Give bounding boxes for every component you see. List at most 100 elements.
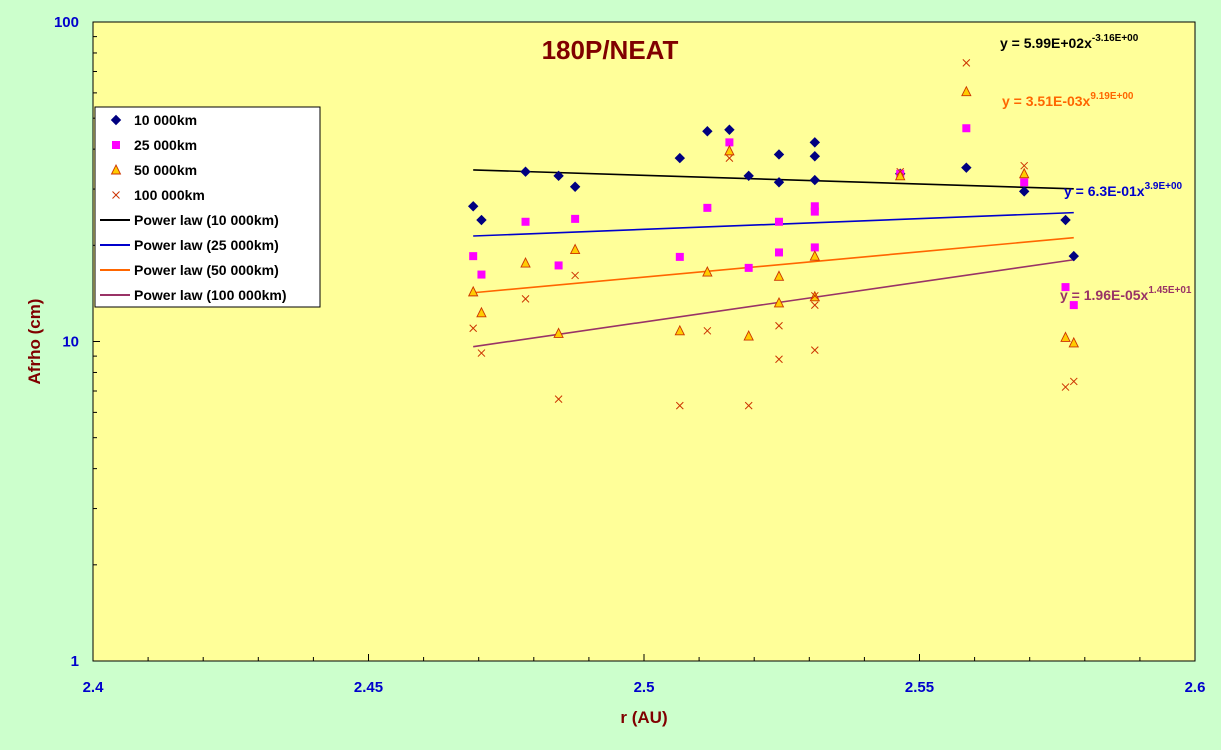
x-marker-stroke [810,291,819,300]
data-point [896,167,905,176]
trendlines [473,169,1074,348]
data-point [1069,377,1078,386]
legend-marker [112,191,120,199]
legend-box [94,106,321,308]
data-point [809,174,821,186]
data-point [1061,383,1070,391]
legend-marker [112,141,120,149]
data-point [469,252,478,261]
data-point [810,301,819,309]
x-marker-stroke [775,321,783,330]
data-point [773,149,785,160]
x-tick-label: 2.5 [634,679,655,696]
trendline [473,236,1074,294]
x-marker-stroke [810,301,819,309]
legend-marker [110,114,122,126]
data-point [675,252,684,261]
data-point [894,169,906,181]
x-marker-stroke [469,324,478,333]
legend-label: Power law (10 000km) [134,212,279,228]
x-tick-label: 2.6 [1185,679,1206,696]
data-point [1068,336,1080,348]
data-point [476,214,487,226]
data-point [675,401,684,410]
data-point [810,291,819,300]
data-point [725,138,734,147]
x-marker-stroke [1020,161,1029,170]
data-point [774,217,783,226]
data-point [467,285,479,297]
data-point [569,243,581,254]
data-point [674,324,686,336]
data-point [469,324,478,333]
data-point [702,126,713,137]
data-point [571,214,580,223]
data-point [810,207,819,216]
data-point [553,327,564,338]
x-marker-stroke [675,401,684,410]
trendline [473,258,1074,348]
data-point [477,270,486,279]
data-point [810,202,819,211]
data-point [554,395,563,404]
x-marker-stroke [1061,383,1070,391]
data-point [554,261,563,270]
data-point [724,124,735,135]
legend-label: 100 000km [134,187,205,203]
data-point [521,294,530,303]
data-point [520,257,531,268]
data-point [775,355,783,364]
data-point [553,170,564,182]
x-marker-stroke [477,349,486,357]
data-point [961,85,972,97]
legend: 10 000km 25 000km 50 000km 100 000km Power l… [94,106,321,308]
x-marker-stroke [725,154,734,162]
data-point [774,248,783,257]
data-point [1060,331,1071,342]
data-point [809,151,821,162]
x-marker-stroke [810,346,819,354]
data-point [809,250,821,261]
data-point [521,217,530,226]
legend-label: Power law (25 000km) [134,237,279,253]
data-point [962,124,971,133]
legend-label: 25 000km [134,137,197,153]
data-point [476,306,487,318]
y-tick-label: 10 [62,334,79,351]
data-point [810,243,819,252]
trendline-equations: y = 5.99E+02x-3.16E+00 y = 6.3E-01x3.9E+0… [1000,33,1192,303]
trendline-equation: y = 5.99E+02x-3.16E+00 [1000,33,1139,51]
data-point [703,203,712,212]
chart-title: 180P/NEAT [542,35,679,65]
data-point [703,326,712,335]
data-point [773,270,785,281]
data-point [571,271,579,280]
x-marker-stroke [112,191,120,199]
data-point [744,263,753,272]
data-point [773,296,785,308]
x-marker-stroke [896,167,905,176]
y-tick-label: 1 [71,653,79,670]
data-point [962,58,971,67]
trendline-equation: y = 1.96E-05x1.45E+01 [1060,285,1192,303]
x-marker-stroke [521,294,530,303]
x-marker-stroke [962,58,971,67]
data-point [1068,250,1079,262]
data-point [743,330,754,341]
data-point [809,137,821,148]
data-point [1069,301,1078,310]
y-axis: 1 10 100 [54,14,100,670]
x-marker-stroke [1069,377,1078,386]
y-axis-title: Afrho (cm) [25,299,44,385]
x-marker-stroke [775,355,783,364]
trendline-equation: y = 6.3E-01x3.9E+00 [1064,181,1183,199]
data-point [744,401,753,410]
legend-label: 10 000km [134,112,197,128]
data-point [674,152,686,164]
data-point [1060,214,1071,226]
data-point [1020,161,1029,170]
data-point [1061,283,1070,292]
data-point [1020,178,1029,187]
